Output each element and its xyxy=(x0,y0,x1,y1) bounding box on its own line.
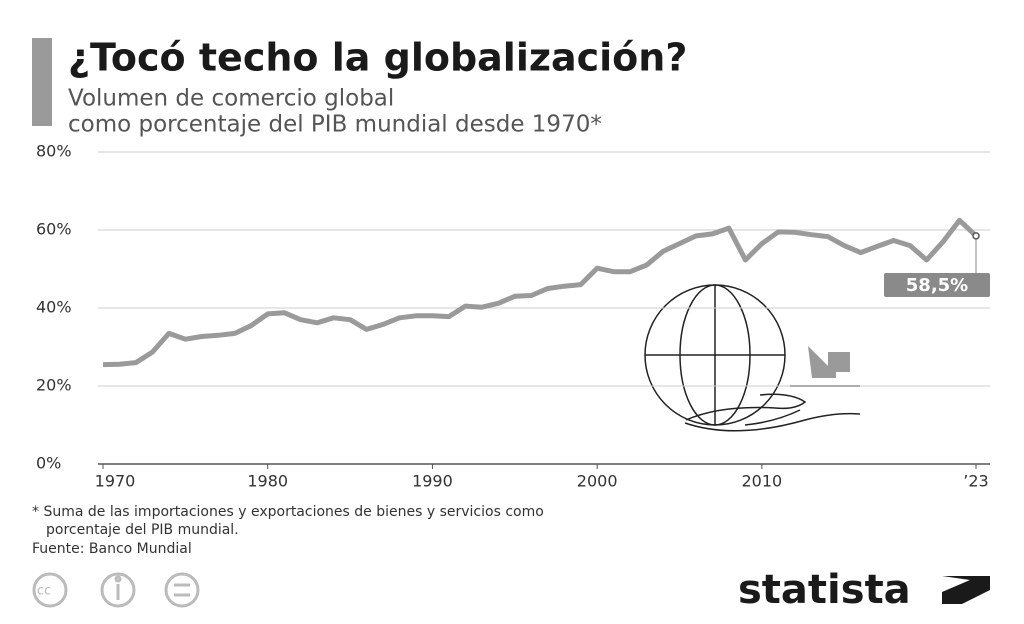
x-tick-label: 1990 xyxy=(412,472,453,491)
y-tick-label: 20% xyxy=(36,376,72,395)
chart-title: ¿Tocó techo la globalización? xyxy=(68,36,687,80)
x-tick-label: 2000 xyxy=(577,472,618,491)
point-marker xyxy=(972,232,980,240)
x-tick-label: 1980 xyxy=(247,472,288,491)
title-bar xyxy=(32,38,52,126)
footnote: porcentaje del PIB mundial. xyxy=(46,522,239,538)
y-tick-label: 40% xyxy=(36,298,72,317)
y-tick-label: 60% xyxy=(36,220,72,239)
brand: statista xyxy=(738,567,911,613)
line-series xyxy=(102,217,978,368)
globe-icon xyxy=(644,284,861,432)
y-tick-label: 80% xyxy=(36,142,72,161)
x-tick-label: 1970 xyxy=(95,472,136,491)
value-label: 58,5% xyxy=(906,275,968,296)
footnote: * Suma de las importaciones y exportacio… xyxy=(32,504,544,520)
chart-subtitle: Volumen de comercio global xyxy=(68,86,394,112)
y-tick-label: 0% xyxy=(36,454,61,473)
license-icons xyxy=(32,572,200,608)
arrow-icon xyxy=(808,346,850,378)
cc-label: cc xyxy=(37,584,51,599)
source: Fuente: Banco Mundial xyxy=(32,541,192,557)
value-label-box xyxy=(884,273,990,297)
brand-logo xyxy=(942,576,990,604)
x-tick-label: 2010 xyxy=(742,472,783,491)
chart-subtitle: como porcentaje del PIB mundial desde 19… xyxy=(68,112,602,138)
x-tick-label: ’23 xyxy=(963,472,988,491)
